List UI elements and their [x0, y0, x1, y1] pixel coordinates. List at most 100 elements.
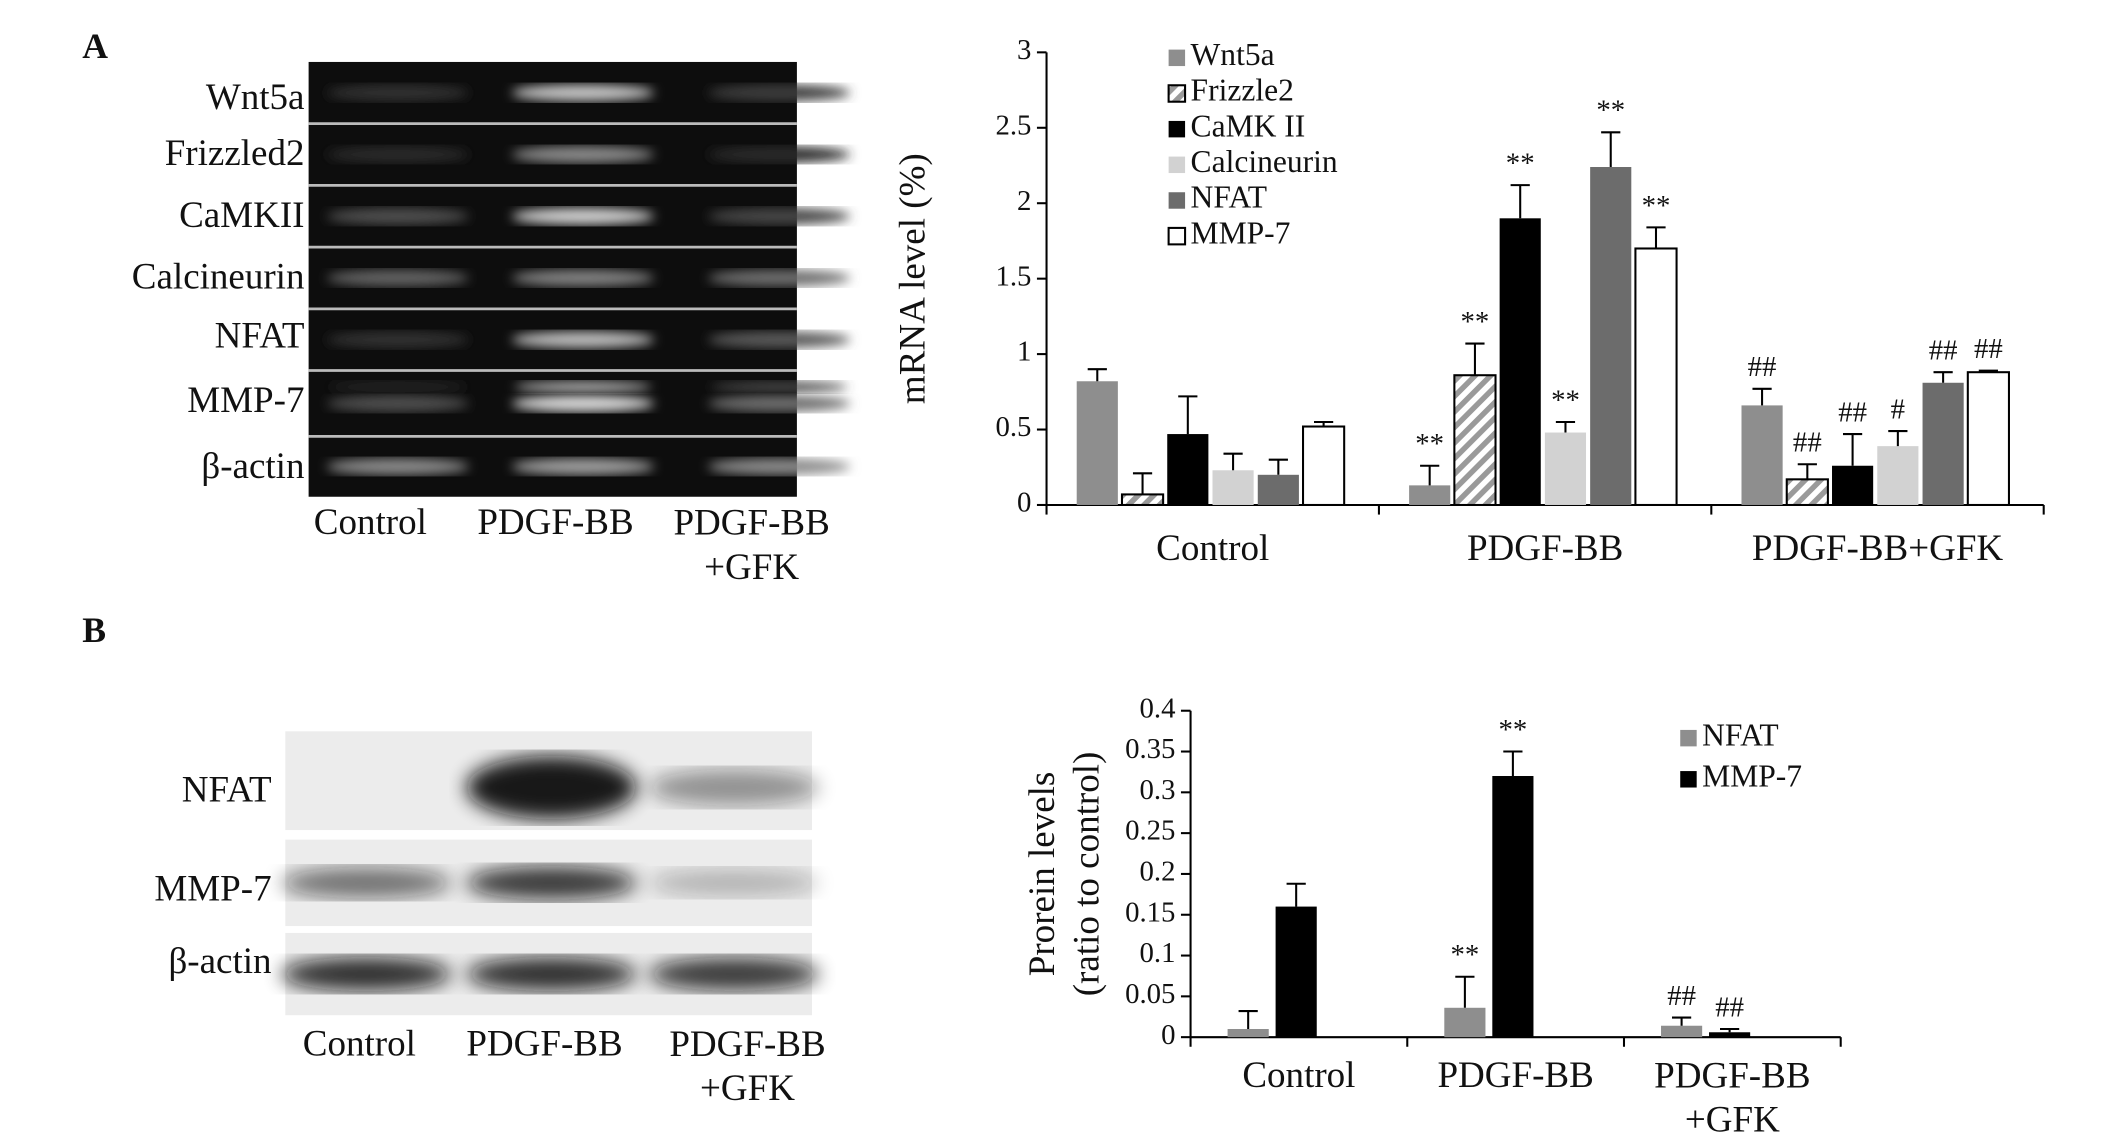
blot-lane-label: PDGF-BB +GFK — [669, 1023, 825, 1108]
error-bar — [1314, 420, 1334, 427]
bar — [1922, 382, 1964, 505]
error-bar — [1720, 1027, 1740, 1033]
significance-label: ## — [1748, 351, 1777, 383]
band — [281, 867, 452, 899]
legend-swatch — [1167, 226, 1187, 246]
error-bar — [1842, 433, 1863, 466]
band — [707, 269, 851, 287]
blot-row-label: Calcineurin — [132, 257, 305, 298]
band — [648, 769, 819, 806]
legend-label: MMP-7 — [1191, 215, 1291, 250]
significance-label: ## — [1793, 427, 1822, 459]
significance-label: ## — [1667, 980, 1696, 1012]
significance-label: ** — [1551, 384, 1580, 416]
y-tick-label: 0 — [1017, 487, 1031, 519]
error-bar — [1503, 750, 1523, 777]
band — [466, 957, 637, 992]
blot-row-label: MMP-7 — [187, 380, 304, 421]
error-bar — [1797, 463, 1817, 480]
bar — [1212, 470, 1254, 505]
legend-swatch — [1168, 49, 1186, 67]
panel-letter: B — [82, 610, 106, 650]
blot-row-label: Wnt5a — [206, 77, 305, 118]
legend-label: Wnt5a — [1191, 37, 1275, 72]
bar — [1076, 381, 1118, 505]
error-bar — [1087, 368, 1107, 382]
blot-lane-label: PDGF-BB — [477, 502, 633, 543]
x-tick-label: PDGF-BB — [1437, 1055, 1593, 1096]
legend-swatch — [1167, 84, 1187, 103]
error-bar — [1671, 1016, 1692, 1026]
band — [281, 957, 452, 992]
error-bar — [1888, 430, 1908, 447]
bar — [1275, 906, 1317, 1038]
y-axis-label: Prorein levels (ratio to control) — [1021, 752, 1106, 997]
error-bar — [1223, 452, 1243, 471]
y-tick-label: 2.5 — [995, 109, 1031, 141]
error-bar — [1420, 464, 1440, 486]
band — [511, 269, 655, 287]
blot-row-label: Frizzled2 — [165, 133, 305, 174]
legend-swatch — [1168, 156, 1186, 174]
bar — [1302, 425, 1346, 507]
band — [707, 84, 851, 102]
x-tick-label: Control — [1156, 528, 1269, 569]
significance-label: ** — [1498, 714, 1527, 746]
y-tick-label: 0.35 — [1125, 733, 1175, 765]
y-tick-label: 1.5 — [995, 260, 1031, 292]
significance-label: ## — [1929, 335, 1958, 367]
significance-label: ** — [1506, 148, 1535, 180]
bar — [1499, 218, 1541, 505]
significance-label: ** — [1596, 95, 1625, 127]
error-bar — [1555, 420, 1576, 433]
y-tick-label: 0 — [1161, 1019, 1175, 1051]
error-bar — [1752, 387, 1772, 406]
bar — [1785, 478, 1829, 507]
band — [326, 84, 470, 102]
legend-label: MMP-7 — [1702, 759, 1802, 794]
bar — [1492, 776, 1534, 1038]
significance-label: ** — [1642, 190, 1671, 222]
blot-lane-label: PDGF-BB +GFK — [673, 502, 829, 587]
bar — [1832, 465, 1874, 505]
error-bar — [1978, 369, 1998, 373]
blot-row-label: β-actin — [201, 446, 304, 487]
band — [511, 395, 655, 412]
band — [707, 395, 851, 412]
error-bar — [1286, 882, 1306, 907]
band — [326, 395, 470, 412]
significance-label: ** — [1461, 306, 1490, 338]
band — [326, 208, 470, 225]
significance-label: ## — [1974, 333, 2003, 365]
significance-label: ## — [1715, 991, 1744, 1023]
y-tick-label: 0.2 — [1139, 856, 1175, 888]
y-tick-label: 0.05 — [1125, 978, 1175, 1010]
bar — [1741, 405, 1783, 505]
y-tick-label: 0.5 — [995, 411, 1031, 443]
blot-row-label: NFAT — [182, 770, 272, 811]
gel-b — [281, 731, 819, 1016]
y-tick-label: 0.3 — [1139, 774, 1175, 806]
band — [710, 381, 848, 393]
y-tick-label: 0.4 — [1139, 692, 1175, 724]
band — [326, 458, 470, 475]
blot-row-label: CaMKII — [179, 195, 304, 236]
bar — [1877, 446, 1919, 505]
blot-lane-label: Control — [303, 1023, 416, 1064]
bar — [1257, 474, 1299, 505]
error-bar — [1178, 395, 1198, 435]
error-bar — [1465, 342, 1485, 376]
band — [326, 331, 470, 348]
gel-a — [308, 61, 851, 497]
x-tick-label: PDGF-BB+GFK — [1654, 1055, 1810, 1140]
error-bar — [1933, 371, 1953, 383]
band — [648, 869, 819, 897]
y-tick-label: 3 — [1017, 34, 1031, 66]
legend-label: Frizzle2 — [1191, 73, 1294, 108]
band — [511, 458, 655, 475]
significance-label: # — [1891, 393, 1905, 425]
bar — [1966, 371, 2010, 507]
band — [707, 331, 851, 348]
y-tick-label: 0.15 — [1125, 896, 1175, 928]
